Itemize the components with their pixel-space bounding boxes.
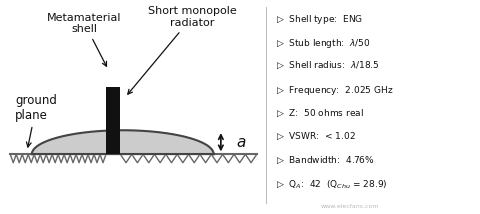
Text: ground
plane: ground plane <box>15 94 57 147</box>
Text: $\triangleright$  Shell type:  ENG: $\triangleright$ Shell type: ENG <box>276 13 363 26</box>
Text: $\triangleright$  Shell radius:  $\lambda$/18.5: $\triangleright$ Shell radius: $\lambda$… <box>276 60 380 71</box>
Text: $\triangleright$  VSWR:  < 1.02: $\triangleright$ VSWR: < 1.02 <box>276 131 356 142</box>
Text: a: a <box>236 135 246 150</box>
Text: www.elecfans.com: www.elecfans.com <box>321 204 379 209</box>
Text: $\triangleright$  Z:  50 ohms real: $\triangleright$ Z: 50 ohms real <box>276 107 364 119</box>
Text: $\triangleright$  Q$_A$:  42  (Q$_{Chu}$ = 28.9): $\triangleright$ Q$_A$: 42 (Q$_{Chu}$ = … <box>276 178 387 190</box>
Text: Metamaterial
shell: Metamaterial shell <box>47 13 122 66</box>
Text: $\triangleright$  Frequency:  2.025 GHz: $\triangleright$ Frequency: 2.025 GHz <box>276 84 393 97</box>
Polygon shape <box>32 130 214 154</box>
Text: $\triangleright$  Stub length:  $\lambda$/50: $\triangleright$ Stub length: $\lambda$/… <box>276 37 371 50</box>
Bar <box>106 87 120 154</box>
Text: Short monopole
radiator: Short monopole radiator <box>128 6 237 94</box>
Text: $\triangleright$  Bandwidth:  4.76%: $\triangleright$ Bandwidth: 4.76% <box>276 155 374 166</box>
